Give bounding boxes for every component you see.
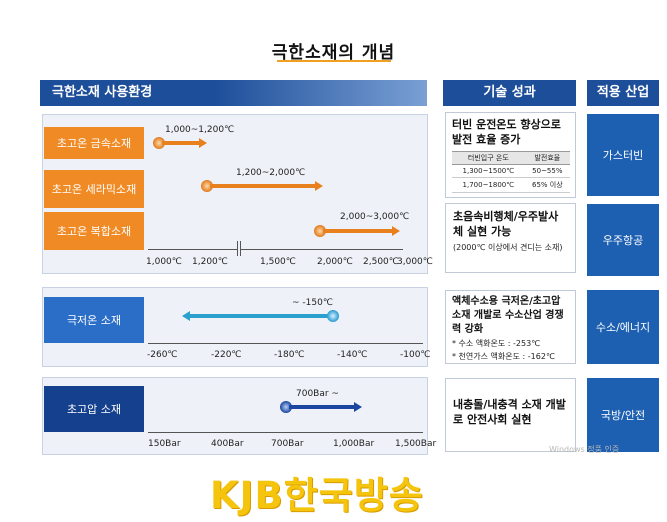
high-temp-tick: 3,000℃ (397, 257, 433, 267)
axis-break (237, 241, 241, 256)
ceramic-range-start (201, 180, 213, 192)
page-title: 극한소재의 개념 (271, 43, 396, 63)
table-header: 터빈입구 온도 (452, 151, 525, 165)
tech-box-aerospace: 초음속비행체/우주발사체 실현 가능 (2000℃ 이상에서 견디는 소재) (445, 203, 576, 273)
metal-range-bar (162, 141, 200, 145)
composite-range-arrow (392, 226, 400, 236)
industry-header: 적용 산업 (587, 80, 659, 106)
tech-aerospace-note: (2000℃ 이상에서 견디는 소재) (453, 243, 563, 252)
cryo-tick: -180℃ (274, 350, 305, 360)
pressure-axis (148, 432, 423, 433)
high-temp-tick: 1,200℃ (192, 257, 228, 267)
pressure-tick: 400Bar (211, 439, 244, 449)
ceramic-range-bar (210, 184, 316, 188)
pressure-tick: 700Bar (271, 439, 304, 449)
windows-activation-watermark: Windows 정품 인증 (549, 445, 620, 454)
tech-aerospace-title: 초음속비행체/우주발사체 실현 가능 (453, 210, 559, 238)
high-temp-tick: 1,500℃ (260, 257, 296, 267)
tech-hydrogen-note: * 수소 액화온도 : -253℃ (452, 339, 541, 348)
pressure-range-label: 700Bar ~ (296, 389, 339, 399)
ceramic-range-arrow (315, 181, 323, 191)
table-header: 발전효율 (524, 151, 570, 165)
high-temp-axis (148, 249, 403, 250)
industry-gas-turbine: 가스터빈 (587, 114, 659, 196)
cryo-range-arrow (182, 311, 190, 321)
high-temp-tick: 1,000℃ (146, 257, 182, 267)
cryo-axis (148, 343, 423, 344)
table-row: 1,700~1800℃ 65% 이상 (452, 177, 570, 193)
table-cell: 50~55% (524, 164, 570, 178)
pressure-range-arrow (354, 402, 362, 412)
tech-box-hydrogen: 액체수소용 극저온/초고압 소재 개발로 수소산업 경쟁력 강화 * 수소 액화… (445, 290, 576, 364)
ceramic-range-label: 1,200~2,000℃ (236, 168, 306, 178)
table-row: 1,300~1500℃ 50~55% (452, 164, 570, 178)
industry-defense-safety: 국방/안전 (587, 378, 659, 452)
industry-hydrogen-energy: 수소/에너지 (587, 290, 659, 364)
high-temp-ceramic-label: 초고온 세라믹소재 (44, 170, 144, 208)
pressure-range-bar (289, 405, 355, 409)
tech-hydrogen-title: 액체수소용 극저온/초고압 소재 개발로 수소산업 경쟁력 강화 (452, 296, 564, 335)
tech-turbine-title: 터빈 운전온도 향상으로 발전 효율 증가 (452, 118, 561, 146)
pressure-tick: 150Bar (148, 439, 181, 449)
metal-range-arrow (199, 138, 207, 148)
high-temp-composite-label: 초고온 복합소재 (44, 212, 144, 250)
cryo-range-end (327, 310, 339, 322)
table-cell: 65% 이상 (524, 177, 570, 193)
kjb-logo: KJB한국방송 (210, 474, 424, 517)
composite-range-bar (323, 229, 393, 233)
tech-defense-title: 내충돌/내충격 소재 개발로 안전사회 실현 (453, 398, 566, 426)
industry-aerospace: 우주항공 (587, 204, 659, 276)
title-underline (277, 60, 391, 62)
tech-header: 기술 성과 (443, 80, 576, 106)
table-cell: 1,700~1800℃ (452, 177, 525, 193)
composite-range-start (314, 225, 326, 237)
metal-range-start (153, 137, 165, 149)
env-header: 극한소재 사용환경 (40, 80, 427, 106)
composite-range-label: 2,000~3,000℃ (340, 212, 410, 222)
pressure-tick: 1,500Bar (395, 439, 437, 449)
turbine-efficiency-table: 터빈입구 온도 발전효율 1,300~1500℃ 50~55% 1,700~18… (452, 151, 570, 193)
high-temp-tick: 2,500℃ (363, 257, 399, 267)
pressure-range-start (280, 401, 292, 413)
cryo-label: 극저온 소재 (44, 297, 144, 343)
pressure-tick: 1,000Bar (333, 439, 375, 449)
tech-box-defense: 내충돌/내충격 소재 개발로 안전사회 실현 (445, 378, 576, 452)
tech-box-turbine: 터빈 운전온도 향상으로 발전 효율 증가 터빈입구 온도 발전효율 1,300… (445, 112, 576, 198)
cryo-tick: -100℃ (400, 350, 431, 360)
table-cell: 1,300~1500℃ (452, 164, 525, 178)
high-temp-tick: 2,000℃ (317, 257, 353, 267)
cryo-tick: -260℃ (147, 350, 178, 360)
cryo-tick: -140℃ (337, 350, 368, 360)
high-temp-metal-label: 초고온 금속소재 (44, 127, 144, 159)
metal-range-label: 1,000~1,200℃ (165, 125, 235, 135)
cryo-range-bar (189, 314, 333, 318)
cryo-range-label: ~ -150℃ (292, 298, 333, 308)
tech-hydrogen-note: * 천연가스 액화온도 : -162℃ (452, 352, 555, 361)
high-pressure-label: 초고압 소재 (44, 386, 144, 432)
cryo-tick: -220℃ (211, 350, 242, 360)
